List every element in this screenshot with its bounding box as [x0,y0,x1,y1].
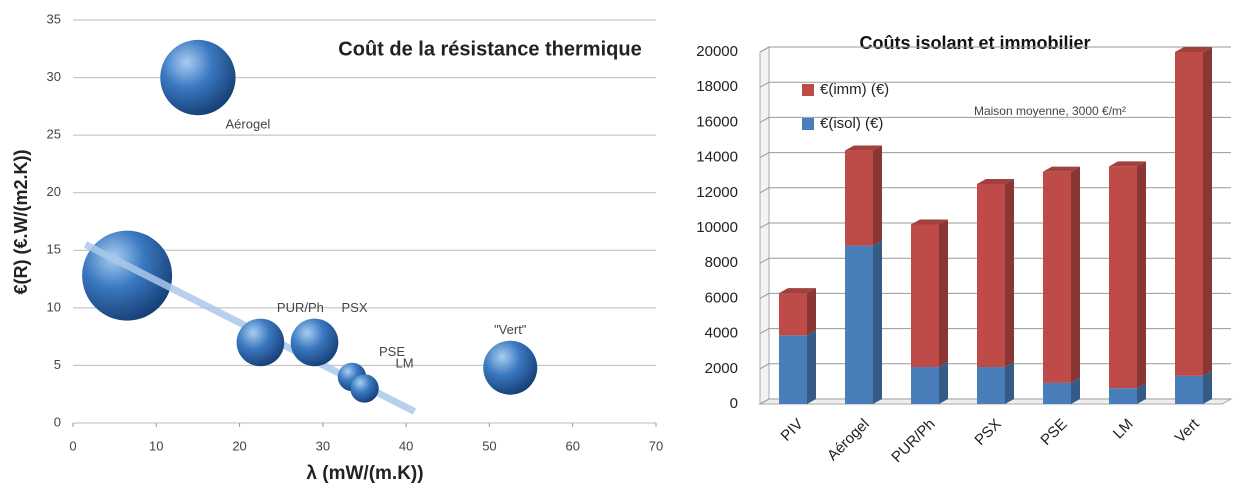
bar [1109,388,1137,404]
chart-title: Coûts isolant et immobilier [859,33,1090,53]
y-tick-label: 5 [54,357,61,372]
bubble [82,230,173,321]
bubble-label: Aérogel [226,117,271,132]
y-tick-label: 14000 [696,149,738,166]
bar [977,367,1005,404]
bar-side [1203,370,1212,404]
bar-top [1175,47,1212,52]
grid-line [759,152,1231,159]
bar-side [939,219,948,368]
y-tick-label: 2000 [705,360,738,377]
bubble-label: PSE [379,344,405,359]
x-tick-label: 50 [482,438,496,453]
x-tick-label: 0 [69,438,76,453]
grid-line [759,116,1231,123]
bar-side [807,330,816,404]
x-tick-label: 60 [565,438,579,453]
x-tick-label: LM [1110,416,1137,443]
x-tick-label: Vert [1172,415,1203,446]
x-tick-label: PSE [1037,416,1070,449]
bar-side [939,362,948,404]
bubble [236,318,285,367]
y-tick-label: 16000 [696,113,738,130]
bar-top [1043,166,1080,172]
x-tick-label: 70 [649,438,663,453]
grid-line [759,46,1231,53]
grid-line [759,81,1231,88]
bar [1043,171,1071,383]
bar [1175,52,1203,376]
y-tick-label: 10000 [696,219,738,236]
y-tick-label: 12000 [696,184,738,201]
bar-side [1005,362,1014,404]
y-tick-label: 15 [47,242,61,257]
bar-side [873,240,882,404]
bar-side [873,145,882,246]
bubble-label: PSX [342,300,368,315]
bar [779,335,807,404]
bar [977,184,1005,368]
y-tick-label: 4000 [705,325,738,342]
y-axis-label: €(R) (€.W/(m2.K)) [11,150,31,295]
bubble [290,318,339,367]
y-tick-label: 0 [54,414,61,429]
bar [1175,375,1203,404]
chart-title: Coût de la résistance thermique [338,38,641,60]
y-tick-label: 18000 [696,78,738,95]
bubble-label: "Vert" [494,322,527,337]
bar-side [1005,179,1014,368]
y-tick-label: 6000 [705,289,738,306]
bar [1109,166,1137,389]
x-tick-label: PUR/Ph [888,416,938,466]
x-tick-label: 20 [232,438,246,453]
bar [1043,382,1071,404]
bubble [483,340,538,395]
bar-top [1109,161,1146,167]
bar-top [779,288,816,294]
bar-top [911,219,948,225]
bar [845,150,873,246]
bar [845,245,873,404]
bar-side [1071,166,1080,383]
bubble [350,374,379,403]
y-tick-label: 35 [47,11,61,26]
x-tick-label: 30 [316,438,330,453]
bar-top [977,179,1014,184]
y-tick-label: 20 [47,184,61,199]
legend-swatch [802,118,814,130]
bar [911,224,939,368]
x-tick-label: 40 [399,438,413,453]
legend-label: €(isol) (€) [820,115,883,132]
x-tick-label: PSX [971,416,1004,449]
y-tick-label: 10 [47,299,61,314]
x-tick-label: Aérogel [824,416,873,465]
annotation: Maison moyenne, 3000 €/m² [974,104,1126,118]
bar-side [1137,161,1146,389]
y-tick-label: 20000 [696,43,738,60]
bar-side [807,288,816,336]
bubble [160,39,236,116]
bar-side [1203,47,1212,376]
y-tick-label: 8000 [705,254,738,271]
bar-side [1137,383,1146,404]
bar-side [1071,377,1080,404]
legend-label: €(imm) (€) [820,81,889,98]
y-tick-label: 0 [730,395,738,412]
legend-swatch [802,84,814,96]
bar [911,367,939,404]
y-tick-label: 25 [47,127,61,142]
bubble-label: PUR/Ph [277,300,324,315]
x-axis-label: λ (mW/(m.K)) [306,463,423,484]
bar-top [845,145,882,151]
x-tick-label: 10 [149,438,163,453]
bubble-label: LM [395,356,413,371]
x-tick-label: PIV [778,416,807,445]
bar [779,293,807,336]
y-tick-label: 30 [47,69,61,84]
